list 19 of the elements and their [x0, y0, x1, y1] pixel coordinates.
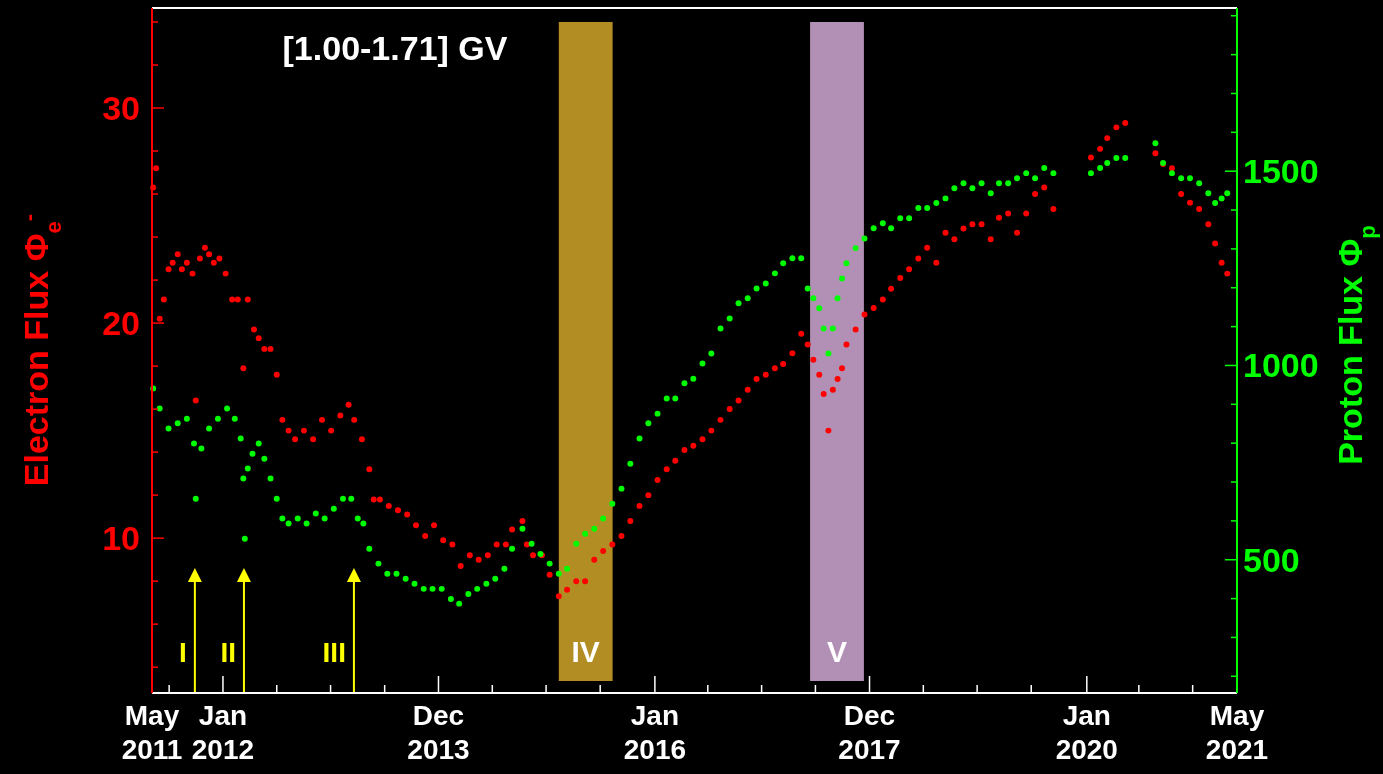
- x-tick-label: Dec 2013: [407, 700, 470, 765]
- ref-line-label: II: [220, 637, 236, 668]
- x-tick-label: May 2021: [1205, 700, 1269, 765]
- y-tick-label: 10: [102, 519, 140, 558]
- band-label: IV: [571, 635, 600, 668]
- x-tick-label: Jan 2012: [191, 700, 255, 765]
- x-tick-label: May 2011: [121, 700, 183, 765]
- y-tick-label: 20: [102, 303, 140, 342]
- y-tick-label: 30: [102, 88, 140, 127]
- band-label: V: [826, 635, 848, 668]
- text: [1.00-1.71] GV: [282, 29, 508, 67]
- x-tick-label: Jan 2020: [1055, 700, 1118, 765]
- y2-tick-label: 500: [1243, 540, 1300, 579]
- y2-tick-label: 1000: [1243, 346, 1319, 385]
- x-tick-label: Jan 2016: [623, 700, 687, 765]
- x-tick-label: Dec 2017: [838, 700, 901, 765]
- ref-line-label: III: [322, 637, 346, 668]
- y2-tick-label: 1500: [1243, 152, 1319, 191]
- ref-line-label: I: [179, 637, 187, 668]
